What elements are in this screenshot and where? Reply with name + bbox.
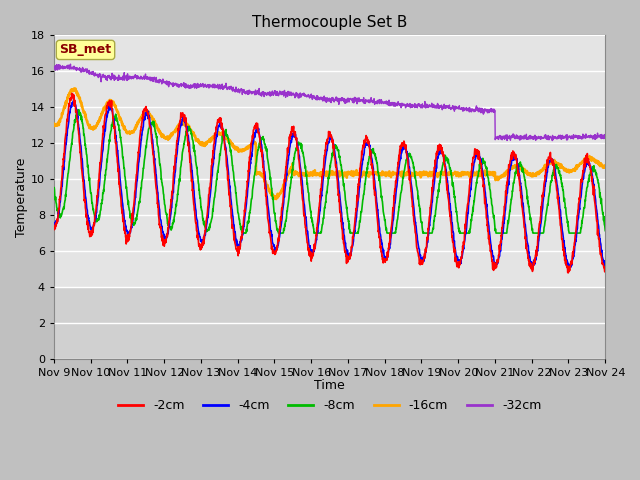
-4cm	[70, 96, 77, 102]
-16cm	[50, 121, 58, 127]
Line: -2cm: -2cm	[54, 93, 605, 273]
-4cm	[319, 188, 326, 193]
Bar	[54, 36, 605, 287]
-32cm	[50, 66, 58, 72]
-8cm	[319, 222, 326, 228]
-16cm	[304, 170, 312, 176]
-2cm	[586, 161, 593, 167]
-8cm	[74, 107, 82, 113]
Line: -16cm: -16cm	[54, 88, 605, 199]
-16cm	[319, 171, 326, 177]
-2cm	[484, 230, 492, 236]
-32cm	[586, 134, 593, 140]
X-axis label: Time: Time	[314, 379, 345, 392]
-16cm	[586, 153, 593, 159]
-8cm	[602, 228, 609, 233]
-2cm	[586, 164, 594, 170]
-32cm	[548, 138, 556, 144]
-2cm	[304, 240, 312, 246]
Title: Thermocouple Set B: Thermocouple Set B	[252, 15, 407, 30]
Line: -32cm: -32cm	[54, 64, 605, 141]
-4cm	[79, 158, 86, 164]
-4cm	[304, 228, 312, 234]
-4cm	[602, 263, 609, 268]
-32cm	[319, 96, 326, 101]
-8cm	[484, 178, 492, 184]
-8cm	[304, 186, 312, 192]
-2cm	[319, 175, 326, 180]
Line: -8cm: -8cm	[54, 110, 605, 233]
-32cm	[586, 135, 594, 141]
-8cm	[586, 173, 594, 179]
-8cm	[50, 185, 58, 191]
-8cm	[586, 172, 593, 178]
-32cm	[67, 61, 74, 67]
-4cm	[586, 164, 594, 169]
-4cm	[586, 160, 593, 166]
-4cm	[50, 220, 58, 226]
Legend: -2cm, -4cm, -8cm, -16cm, -32cm: -2cm, -4cm, -8cm, -16cm, -32cm	[113, 395, 547, 418]
-2cm	[79, 174, 86, 180]
-2cm	[50, 226, 58, 231]
-16cm	[79, 104, 86, 110]
-32cm	[484, 108, 492, 113]
-2cm	[564, 270, 572, 276]
-16cm	[273, 196, 280, 202]
Bar	[54, 287, 605, 359]
-16cm	[586, 156, 594, 161]
-2cm	[68, 90, 76, 96]
-8cm	[79, 120, 86, 126]
-16cm	[70, 85, 78, 91]
-2cm	[602, 269, 609, 275]
-16cm	[602, 164, 609, 170]
-8cm	[239, 230, 246, 236]
-16cm	[484, 169, 492, 175]
-32cm	[602, 133, 609, 139]
-32cm	[79, 66, 86, 72]
Line: -4cm: -4cm	[54, 99, 605, 268]
-4cm	[484, 219, 492, 225]
Text: SB_met: SB_met	[60, 43, 111, 57]
-4cm	[566, 265, 573, 271]
-32cm	[304, 94, 312, 99]
Y-axis label: Temperature: Temperature	[15, 157, 28, 237]
